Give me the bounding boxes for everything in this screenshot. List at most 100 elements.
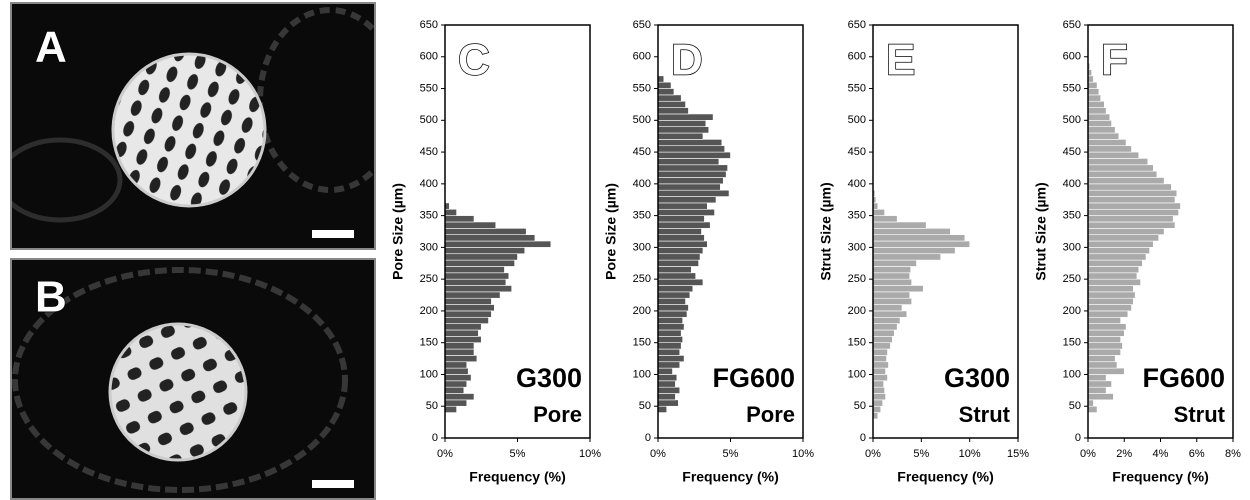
chart: 0 50 100 150 200 250 300 350 400 450 500 550 600 650 0… bbox=[1033, 19, 1241, 485]
bar bbox=[657, 380, 676, 388]
y-tick-label: 600 bbox=[633, 51, 651, 63]
bar bbox=[657, 189, 730, 197]
bar bbox=[444, 285, 512, 293]
bar bbox=[872, 367, 886, 375]
bar bbox=[657, 183, 721, 191]
bar bbox=[1087, 323, 1127, 331]
bar bbox=[444, 234, 536, 242]
y-tick-label: 250 bbox=[848, 273, 866, 285]
bar bbox=[444, 361, 468, 369]
bar bbox=[657, 361, 681, 369]
y-tick-label: 0 bbox=[645, 432, 651, 444]
bar bbox=[1087, 75, 1094, 83]
panel-letter: D bbox=[671, 36, 703, 85]
bar bbox=[1087, 310, 1129, 318]
y-tick-label: 200 bbox=[420, 305, 438, 317]
bar bbox=[444, 215, 475, 223]
bar bbox=[657, 272, 697, 280]
y-axis-label: Pore Size (µm) bbox=[390, 183, 406, 280]
x-tick-label: 10% bbox=[959, 448, 981, 460]
bar bbox=[657, 221, 711, 229]
bar bbox=[657, 164, 728, 172]
x-tick-label: 5% bbox=[723, 448, 739, 460]
bar bbox=[1087, 158, 1149, 166]
bar bbox=[657, 158, 720, 166]
y-tick-label: 100 bbox=[420, 368, 438, 380]
y-tick-label: 650 bbox=[848, 19, 866, 31]
bar bbox=[657, 215, 705, 223]
x-tick-label: 6% bbox=[1189, 448, 1205, 460]
y-tick-label: 400 bbox=[420, 178, 438, 190]
x-tick-label: 0% bbox=[437, 448, 453, 460]
bar bbox=[657, 323, 685, 331]
bar bbox=[1087, 139, 1127, 147]
bar bbox=[444, 240, 552, 248]
bar bbox=[444, 386, 465, 394]
annotation: FG600 bbox=[1142, 363, 1225, 393]
bar bbox=[657, 405, 667, 413]
bar bbox=[657, 304, 689, 312]
bar bbox=[1087, 81, 1098, 89]
bar bbox=[1087, 177, 1165, 185]
bar bbox=[1087, 374, 1107, 382]
y-tick-label: 200 bbox=[848, 305, 866, 317]
y-tick-label: 300 bbox=[848, 241, 866, 253]
bar bbox=[872, 297, 912, 305]
y-tick-label: 0 bbox=[432, 432, 438, 444]
bar bbox=[657, 132, 704, 140]
bar bbox=[444, 367, 469, 375]
bar bbox=[872, 405, 882, 413]
bar bbox=[444, 323, 482, 331]
y-tick-label: 150 bbox=[420, 337, 438, 349]
bar bbox=[1087, 100, 1105, 108]
bar bbox=[657, 348, 681, 356]
image-panel-a: A bbox=[10, 2, 376, 250]
y-tick-label: 550 bbox=[420, 82, 438, 94]
bar bbox=[1087, 132, 1120, 140]
bar bbox=[444, 291, 501, 299]
panel-letter: F bbox=[1101, 36, 1128, 85]
y-tick-label: 600 bbox=[848, 51, 866, 63]
bar bbox=[1087, 278, 1141, 286]
y-tick-label: 300 bbox=[633, 241, 651, 253]
y-axis-label: Strut Size (µm) bbox=[1033, 182, 1049, 280]
bar bbox=[657, 196, 717, 204]
chart: 0 50 100 150 200 250 300 350 400 450 500 550 600 650 0… bbox=[603, 19, 815, 485]
bar bbox=[657, 374, 678, 382]
bar bbox=[1087, 151, 1140, 159]
bar bbox=[657, 88, 675, 96]
sub-annotation: Strut bbox=[1174, 402, 1226, 427]
bar bbox=[444, 278, 507, 286]
bar bbox=[1087, 164, 1154, 172]
bar bbox=[1087, 405, 1098, 413]
bar bbox=[657, 285, 694, 293]
bar bbox=[1087, 285, 1134, 293]
bar bbox=[872, 234, 966, 242]
y-tick-label: 450 bbox=[420, 146, 438, 158]
bar bbox=[1087, 336, 1121, 343]
bar bbox=[1087, 355, 1116, 363]
y-axis-label: Pore Size (µm) bbox=[603, 183, 619, 280]
x-tick-label: 5% bbox=[510, 448, 526, 460]
bar bbox=[872, 247, 956, 255]
bar bbox=[657, 170, 727, 178]
y-tick-label: 300 bbox=[420, 241, 438, 253]
bar bbox=[872, 253, 941, 261]
y-tick-label: 650 bbox=[1063, 19, 1081, 31]
bar bbox=[444, 208, 457, 216]
panel-letter: B bbox=[35, 273, 67, 322]
bar bbox=[872, 355, 887, 363]
bar bbox=[1087, 94, 1101, 102]
bar bbox=[657, 342, 682, 350]
bar bbox=[444, 336, 482, 343]
bar bbox=[444, 355, 478, 363]
y-tick-label: 650 bbox=[633, 19, 651, 31]
x-axis-label: Frequency (%) bbox=[1112, 469, 1208, 485]
chart: 0 50 100 150 200 250 300 350 400 450 500 550 600 650 0… bbox=[818, 19, 1030, 485]
bar bbox=[657, 259, 699, 267]
bar bbox=[1087, 189, 1178, 197]
y-tick-label: 50 bbox=[1069, 400, 1081, 412]
bar bbox=[1087, 291, 1136, 299]
bar bbox=[872, 215, 898, 223]
